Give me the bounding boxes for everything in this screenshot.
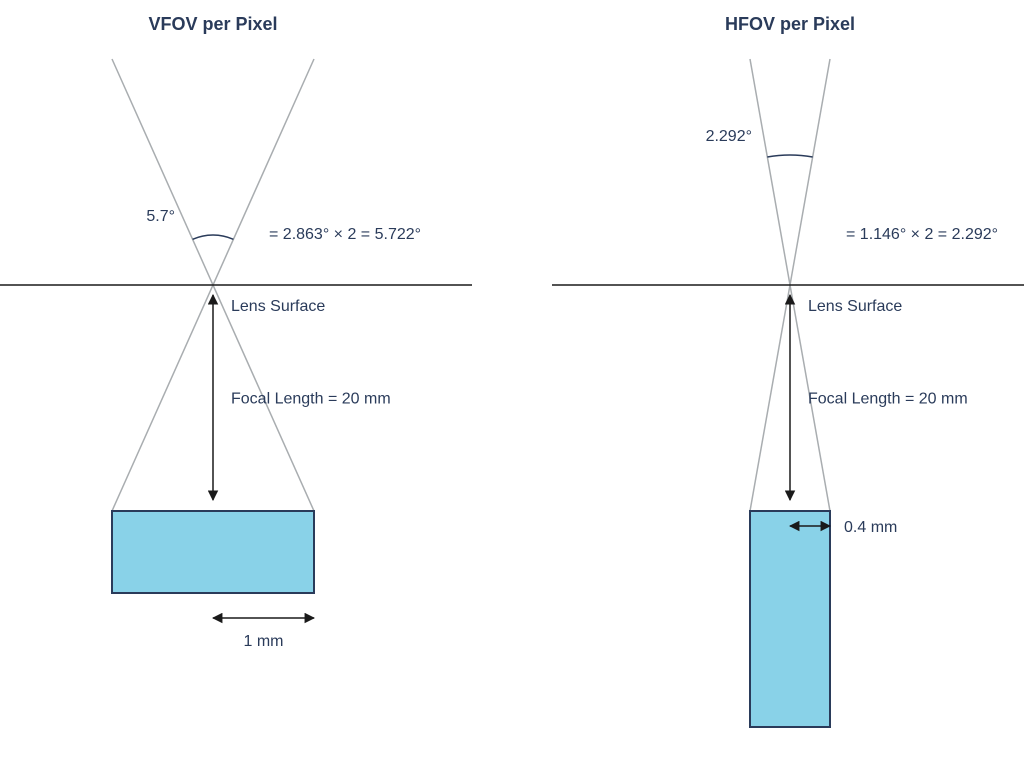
right-title: HFOV per Pixel	[725, 14, 855, 34]
right-width-label: 0.4 mm	[844, 519, 897, 536]
right-angle-arc	[767, 155, 812, 157]
right-sensor-rect	[750, 511, 830, 727]
left-lens-label: Lens Surface	[231, 298, 325, 315]
right-angle-formula: = 1.146° × 2 = 2.292°	[846, 226, 998, 243]
right-focal-label: Focal Length = 20 mm	[808, 391, 968, 408]
right-lens-label: Lens Surface	[808, 298, 902, 315]
left-focal-label: Focal Length = 20 mm	[231, 391, 391, 408]
left-angle-formula: = 2.863° × 2 = 5.722°	[269, 226, 421, 243]
left-angle-arc	[193, 235, 234, 239]
left-width-label: 1 mm	[244, 633, 284, 650]
right-angle-label: 2.292°	[706, 128, 752, 145]
left-sensor-rect	[112, 511, 314, 593]
left-title: VFOV per Pixel	[148, 14, 277, 34]
left-angle-label: 5.7°	[146, 208, 175, 225]
